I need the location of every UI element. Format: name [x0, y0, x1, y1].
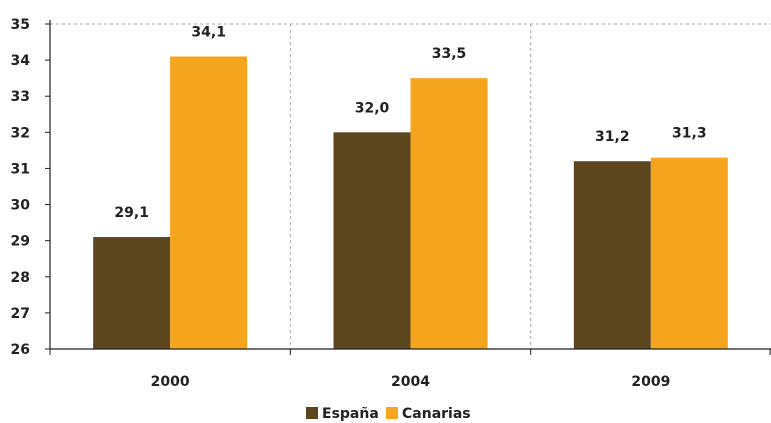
x-tick-label-2009: 2009 [631, 374, 670, 390]
y-tick-label-31: 31 [11, 161, 30, 177]
legend-label-canarias: Canarias [402, 406, 471, 422]
data-label-españa-2004: 32,0 [355, 100, 390, 116]
y-tick-label-26: 26 [11, 342, 30, 358]
bar-canarias-2009 [650, 157, 728, 349]
bar-españa-2000 [93, 237, 171, 349]
y-tick-label-34: 34 [11, 53, 31, 69]
grid-lines [50, 23, 771, 349]
bar-canarias-2000 [170, 56, 248, 349]
y-tick-label-32: 32 [11, 125, 30, 141]
legend-swatch-canarias [386, 407, 398, 419]
data-label-españa-2000: 29,1 [114, 205, 149, 221]
y-tick-label-29: 29 [11, 234, 30, 250]
legend-swatch-españa [306, 407, 318, 419]
x-axis-ticks: 2000 2004 2009 [49, 349, 771, 390]
y-tick-label-33: 33 [11, 89, 30, 105]
y-tick-label-27: 27 [11, 306, 30, 322]
y-tick-label-30: 30 [11, 198, 31, 214]
x-tick-label-2000: 2000 [151, 374, 190, 390]
data-label-españa-2009: 31,2 [595, 129, 630, 145]
bar-canarias-2004 [410, 78, 488, 350]
x-tick-label-2004: 2004 [391, 374, 430, 390]
data-label-canarias-2000: 34,1 [191, 25, 226, 41]
y-tick-label-28: 28 [11, 270, 30, 286]
y-axis-ticks: 26 27 28 29 30 31 32 33 34 35 [11, 17, 50, 358]
legend-label-españa: España [322, 406, 379, 422]
data-label-canarias-2009: 31,3 [672, 126, 707, 142]
data-labels: 29,1 34,1 32,0 33,5 31,2 31,3 [114, 25, 706, 222]
legend: España Canarias [306, 406, 471, 422]
bar-españa-2004 [333, 132, 411, 349]
axes [49, 20, 771, 350]
y-tick-label-35: 35 [11, 17, 30, 33]
bar-españa-2009 [573, 161, 651, 349]
bars-group [93, 56, 728, 350]
data-label-canarias-2004: 33,5 [432, 46, 467, 62]
